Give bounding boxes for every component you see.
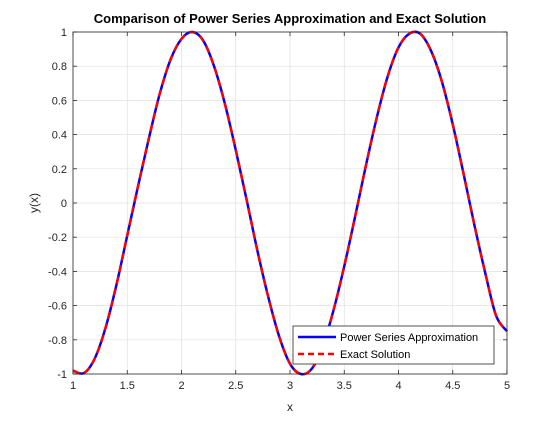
legend: Power Series Approximation Exact Solutio… (292, 325, 495, 365)
x-tick-label: 1.5 (120, 380, 135, 392)
y-tick-label: 0.8 (52, 61, 67, 73)
legend-label-power-series: Power Series Approximation (340, 332, 478, 344)
x-tick-label: 4.5 (445, 380, 460, 392)
x-tick-label: 2 (178, 380, 184, 392)
y-tick-label: 0 (61, 198, 67, 210)
axis-ticks: 1 1.5 2 2.5 3 3.5 4 4.5 5 -1 -0.8 -0.6 -0.4 -0.2 0 0.2 0… (48, 27, 510, 392)
y-tick-label: -1 (57, 369, 67, 381)
x-tick-label: 3 (287, 380, 293, 392)
y-tick-label: 0.2 (52, 164, 67, 176)
x-tick-label: 2.5 (228, 380, 243, 392)
x-axis-label: x (287, 400, 293, 414)
y-tick-label: 1 (61, 27, 67, 39)
series-lines (72, 30, 509, 376)
y-tick-label: 0.6 (52, 95, 67, 107)
y-axis-label: y(x) (27, 193, 41, 213)
y-tick-label: -0.2 (48, 232, 67, 244)
legend-box (292, 325, 495, 365)
y-tick-label: -0.6 (48, 301, 67, 313)
legend-label-exact-solution: Exact Solution (340, 349, 410, 361)
y-tick-label: -0.4 (48, 266, 67, 278)
series-line-exact-solution (72, 30, 509, 376)
x-tick-label: 5 (504, 380, 510, 392)
x-tick-label: 1 (70, 380, 76, 392)
y-tick-label: -0.8 (48, 335, 67, 347)
y-tick-label: 0.4 (52, 130, 67, 142)
chart-title: Comparison of Power Series Approximation… (94, 11, 487, 26)
x-tick-label: 4 (395, 380, 401, 392)
x-tick-label: 3.5 (337, 380, 352, 392)
